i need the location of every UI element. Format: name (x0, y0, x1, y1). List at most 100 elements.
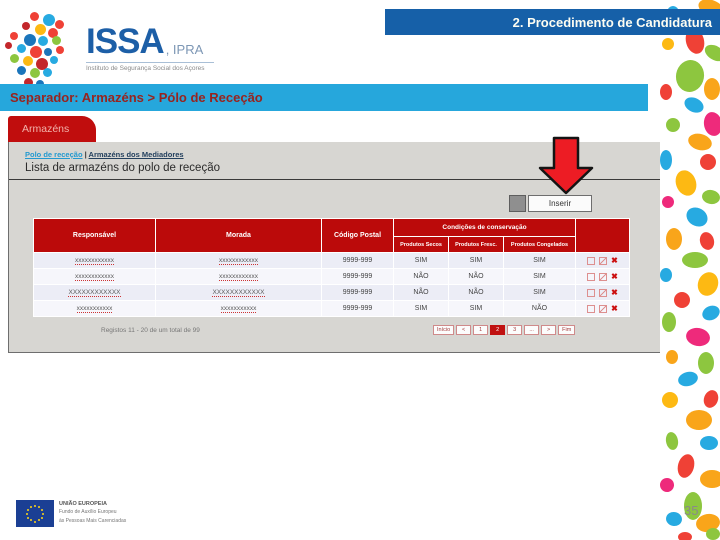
insert-button[interactable]: Inserir (528, 195, 592, 212)
col-produtos-congelados: Produtos Congelados (503, 236, 576, 253)
checkbox-icon[interactable] (587, 273, 596, 282)
logo-suffix: , IPRA (165, 42, 204, 57)
breadcrumb-divider: | (84, 150, 87, 159)
separator-label: Separador: Armazéns > Pólo de Receção (10, 90, 263, 105)
divider (9, 179, 660, 180)
eu-line3: às Pessoas Mais Carenciadas (59, 517, 127, 524)
app-screenshot: Polo de receção | Armazéns dos Mediadore… (8, 142, 660, 353)
cell-congelados: SIM (503, 284, 576, 301)
cell-secos: NÃO (393, 284, 449, 301)
pagination-page-1[interactable]: 1 (473, 325, 489, 335)
banner-title: 2. Procedimento de Candidatura (512, 14, 712, 30)
pagination-ellipsis[interactable]: ... (524, 325, 540, 335)
morada-value: xxxxxxxxxxx (220, 305, 257, 313)
delete-icon[interactable]: ✖ (611, 255, 618, 265)
checkbox-icon[interactable] (587, 289, 596, 298)
cell-secos: SIM (393, 252, 449, 269)
issa-logo: ISSA , IPRA Instituto de Segurança Socia… (86, 24, 214, 72)
cell-frescos: NÃO (448, 284, 504, 301)
pagination-page-2-active[interactable]: 2 (490, 325, 506, 335)
cell-actions: ✖ (575, 300, 630, 317)
cell-responsavel: xxxxxxxxxxxx (33, 268, 156, 285)
cell-congelados: SIM (503, 252, 576, 269)
responsavel-value: xxxxxxxxxxxx (75, 273, 114, 281)
eu-line2: Fundo de Auxílio Europeu (59, 509, 117, 515)
pagination-first-button[interactable]: Início (433, 325, 455, 335)
cell-secos: SIM (393, 300, 449, 317)
cell-morada: xxxxxxxxxxxx (155, 252, 322, 269)
pagination-page-3[interactable]: 3 (507, 325, 523, 335)
cell-morada: XXXXXXXXXXXX (155, 284, 322, 301)
logo-subtitle: Instituto de Segurança Social dos Açores (86, 62, 214, 72)
cell-frescos: NÃO (448, 268, 504, 285)
cell-responsavel: xxxxxxxxxxx (33, 300, 156, 317)
cell-morada: xxxxxxxxxxx (155, 300, 322, 317)
responsavel-value: XXXXXXXXXXXX (68, 289, 121, 297)
cell-morada: xxxxxxxxxxxx (155, 268, 322, 285)
edit-icon[interactable] (599, 257, 608, 266)
table-row: XXXXXXXXXXXX XXXXXXXXXXXX 9999-999 NÃO N… (33, 284, 630, 301)
separator-bar: Separador: Armazéns > Pólo de Receção (0, 84, 648, 111)
col-produtos-frescos: Produtos Fresc. (448, 236, 504, 253)
morada-value: XXXXXXXXXXXX (212, 289, 265, 297)
slide-banner: 2. Procedimento de Candidatura (385, 9, 720, 35)
insert-area: Inserir (509, 195, 592, 212)
cell-actions: ✖ (575, 252, 630, 269)
cell-frescos: SIM (448, 300, 504, 317)
cell-frescos: SIM (448, 252, 504, 269)
tab-label: Armazéns (22, 123, 70, 135)
edit-icon[interactable] (599, 305, 608, 314)
tab-armazens[interactable]: Armazéns (8, 116, 96, 142)
col-condicoes: Condições de conservação (393, 218, 576, 237)
pagination: Início < 1 2 3 ... > Fim (433, 325, 576, 335)
cell-secos: NÃO (393, 268, 449, 285)
cell-responsavel: XXXXXXXXXXXX (33, 284, 156, 301)
eu-flag-icon (16, 500, 54, 527)
table-row: xxxxxxxxxxx xxxxxxxxxxx 9999-999 SIM SIM… (33, 300, 630, 317)
table-row: xxxxxxxxxxxx xxxxxxxxxxxx 9999-999 NÃO N… (33, 268, 630, 285)
breadcrumb-link-polo[interactable]: Polo de receção (25, 150, 83, 159)
cell-congelados: NÃO (503, 300, 576, 317)
down-arrow-callout-icon (538, 136, 594, 195)
edit-icon[interactable] (599, 289, 608, 298)
morada-value: xxxxxxxxxxxx (219, 257, 258, 265)
cell-congelados: SIM (503, 268, 576, 285)
eu-funding-block: UNIÃO EUROPEIA Fundo de Auxílio Europeu … (16, 500, 137, 527)
col-produtos-secos: Produtos Secos (393, 236, 449, 253)
pagination-last-button[interactable]: Fim (558, 325, 576, 335)
col-actions (575, 218, 630, 253)
responsavel-value: xxxxxxxxxxxx (75, 257, 114, 265)
checkbox-icon[interactable] (587, 305, 596, 314)
cell-actions: ✖ (575, 268, 630, 285)
page-title: Lista de armazéns do polo de receção (25, 162, 220, 174)
cell-responsavel: xxxxxxxxxxxx (33, 252, 156, 269)
cell-codigo-postal: 9999-999 (321, 252, 394, 269)
logo-name: ISSA (86, 22, 165, 61)
issa-dots-logo-icon (0, 4, 70, 94)
col-morada: Morada (155, 218, 322, 253)
cell-actions: ✖ (575, 284, 630, 301)
insert-prefix-icon (509, 195, 526, 212)
cell-codigo-postal: 9999-999 (321, 284, 394, 301)
cell-codigo-postal: 9999-999 (321, 300, 394, 317)
pagination-next-button[interactable]: > (541, 325, 557, 335)
breadcrumb: Polo de receção | Armazéns dos Mediadore… (25, 150, 184, 159)
pagination-summary: Registos 11 - 20 de um total de 99 (101, 327, 200, 334)
col-codigo-postal: Código Postal (321, 218, 394, 253)
table-row: xxxxxxxxxxxx xxxxxxxxxxxx 9999-999 SIM S… (33, 252, 630, 269)
responsavel-value: xxxxxxxxxxx (76, 305, 113, 313)
delete-icon[interactable]: ✖ (611, 303, 618, 313)
warehouse-table: Responsável Morada Código Postal Condiçõ… (33, 218, 630, 317)
eu-title: UNIÃO EUROPEIA (59, 501, 107, 507)
delete-icon[interactable]: ✖ (611, 271, 618, 281)
checkbox-icon[interactable] (587, 257, 596, 266)
edit-icon[interactable] (599, 273, 608, 282)
col-responsavel: Responsável (33, 218, 156, 253)
delete-icon[interactable]: ✖ (611, 287, 618, 297)
breadcrumb-link-armazens[interactable]: Armazéns dos Mediadores (88, 150, 184, 159)
pagination-prev-button[interactable]: < (456, 325, 472, 335)
page-number: 35 (684, 503, 699, 518)
morada-value: xxxxxxxxxxxx (219, 273, 258, 281)
cell-codigo-postal: 9999-999 (321, 268, 394, 285)
